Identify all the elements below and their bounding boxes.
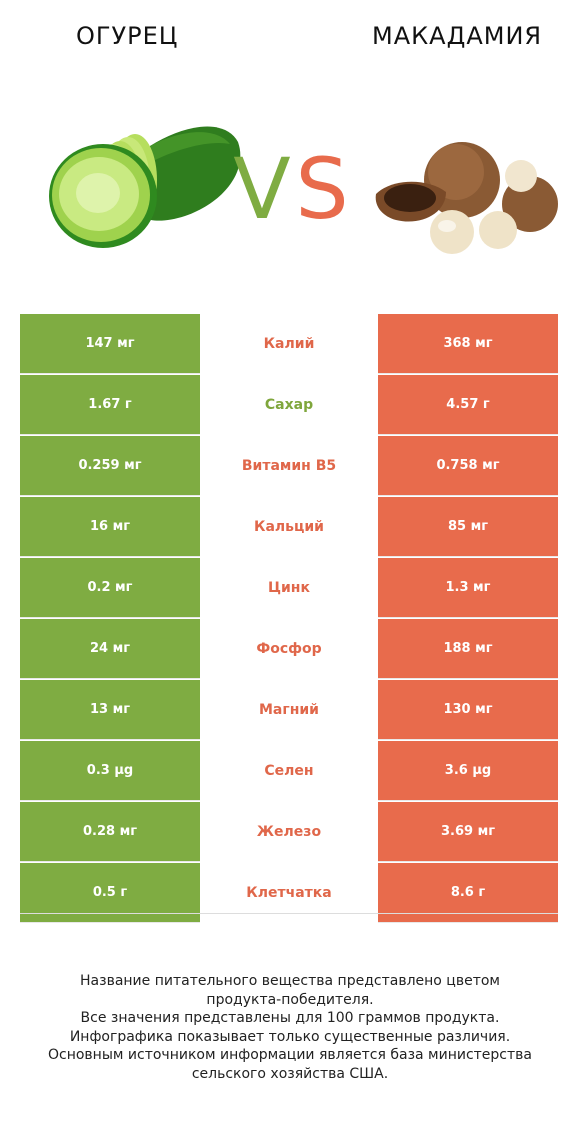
nutrient-name: Калий bbox=[200, 314, 378, 374]
right-value: 368 мг bbox=[378, 314, 558, 374]
cucumber-image bbox=[49, 126, 241, 248]
footer-line: продукта-победителя. bbox=[206, 991, 374, 1008]
nutrient-name: Клетчатка bbox=[200, 863, 378, 923]
right-value: 0.758 мг bbox=[378, 436, 558, 496]
footer-line: сельского хозяйства США. bbox=[191, 1065, 389, 1082]
table-row: 0.259 мг Витамин B5 0.758 мг bbox=[20, 436, 558, 497]
left-value: 1.67 г bbox=[20, 375, 200, 435]
right-value: 1.3 мг bbox=[378, 558, 558, 618]
table-divider bbox=[20, 913, 558, 914]
footer-notes: Название питательного вещества представл… bbox=[20, 972, 560, 1083]
comparison-table: 147 мг Калий 368 мг 1.67 г Сахар 4.57 г 0.259 … bbox=[20, 314, 558, 923]
table-row: 24 мг Фосфор 188 мг bbox=[20, 619, 558, 680]
right-value: 188 мг bbox=[378, 619, 558, 679]
nutrient-name: Железо bbox=[200, 802, 378, 862]
right-value: 8.6 г bbox=[378, 863, 558, 923]
table-row: 0.5 г Клетчатка 8.6 г bbox=[20, 863, 558, 923]
left-product-title: ОГУРЕЦ bbox=[76, 22, 179, 50]
table-row: 0.2 мг Цинк 1.3 мг bbox=[20, 558, 558, 619]
vs-letter-v: V bbox=[233, 140, 290, 238]
left-value: 24 мг bbox=[20, 619, 200, 679]
nutrient-name: Магний bbox=[200, 680, 378, 740]
left-value: 0.5 г bbox=[20, 863, 200, 923]
nutrient-name: Сахар bbox=[200, 375, 378, 435]
table-row: 1.67 г Сахар 4.57 г bbox=[20, 375, 558, 436]
left-value: 0.3 µg bbox=[20, 741, 200, 801]
vs-letter-s: S bbox=[295, 140, 348, 238]
table-row: 16 мг Кальций 85 мг bbox=[20, 497, 558, 558]
right-product-title: МАКАДАМИЯ bbox=[372, 22, 543, 50]
left-value: 0.2 мг bbox=[20, 558, 200, 618]
right-value: 3.69 мг bbox=[378, 802, 558, 862]
left-value: 16 мг bbox=[20, 497, 200, 557]
macadamia-image bbox=[375, 142, 558, 254]
right-value: 3.6 µg bbox=[378, 741, 558, 801]
footer-line: Основным источником информации является … bbox=[48, 1047, 532, 1063]
nutrient-name: Кальций bbox=[200, 497, 378, 557]
right-value: 130 мг bbox=[378, 680, 558, 740]
footer-line: Инфографика показывает только существенн… bbox=[69, 1028, 511, 1045]
comparison-hero: V S bbox=[49, 126, 558, 254]
left-value: 147 мг bbox=[20, 314, 200, 374]
table-row: 0.28 мг Железо 3.69 мг bbox=[20, 802, 558, 863]
left-value: 0.28 мг bbox=[20, 802, 200, 862]
nutrient-name: Фосфор bbox=[200, 619, 378, 679]
footer-line: Название питательного вещества представл… bbox=[80, 973, 500, 989]
left-value: 13 мг bbox=[20, 680, 200, 740]
table-row: 13 мг Магний 130 мг bbox=[20, 680, 558, 741]
nutrient-name: Витамин B5 bbox=[200, 436, 378, 496]
nutrient-name: Селен bbox=[200, 741, 378, 801]
nutrient-name: Цинк bbox=[200, 558, 378, 618]
right-value: 4.57 г bbox=[378, 375, 558, 435]
footer-line: Все значения представлены для 100 граммо… bbox=[80, 1010, 500, 1026]
left-value: 0.259 мг bbox=[20, 436, 200, 496]
table-row: 0.3 µg Селен 3.6 µg bbox=[20, 741, 558, 802]
table-row: 147 мг Калий 368 мг bbox=[20, 314, 558, 375]
right-value: 85 мг bbox=[378, 497, 558, 557]
